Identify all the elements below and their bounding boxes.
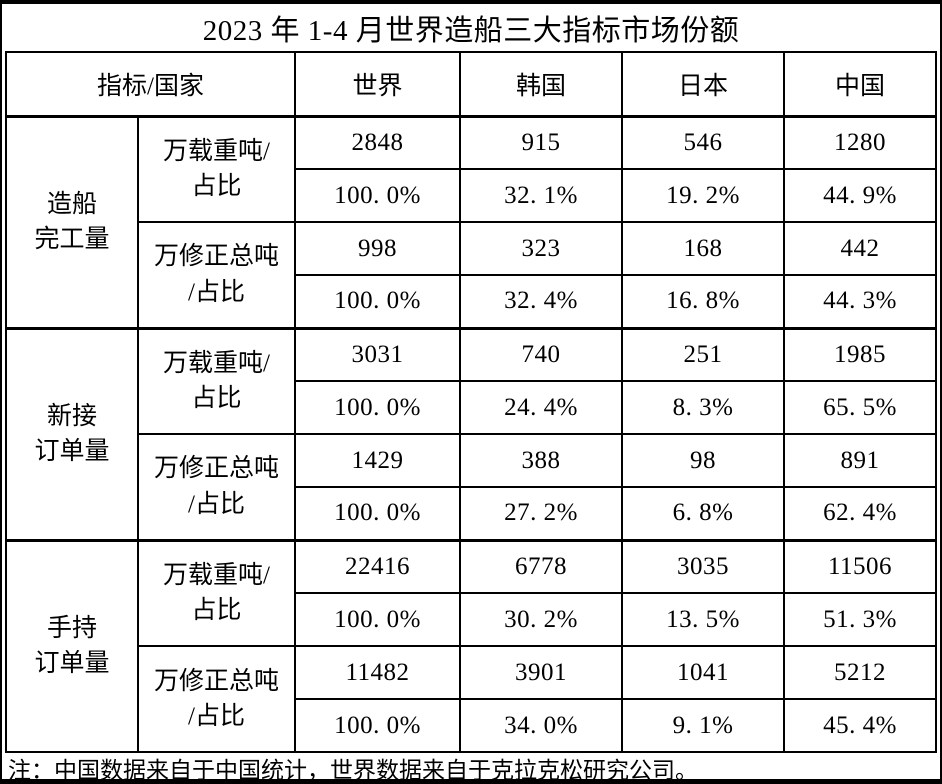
value-cell: 891 [783, 433, 937, 488]
value-cell: 442 [783, 221, 937, 276]
share-cell: 34. 0% [459, 698, 624, 753]
table-row: 100. 0% 34. 0% 9. 1% 45. 4% [6, 698, 937, 753]
table-row: 造船 完工量 万载重吨/ 占比 2848 915 546 1280 [5, 114, 937, 329]
share-cell: 100. 0% [294, 592, 462, 647]
table-row: 万修正总吨 /占比 11482 3901 1041 5212 [6, 645, 937, 753]
share-cell: 32. 4% [459, 274, 624, 329]
value-cell: 2848 [294, 114, 462, 170]
unit-label-dwt: 万载重吨/ 占比 [136, 538, 297, 647]
value-cell: 998 [294, 221, 462, 276]
value-cell: 323 [459, 221, 624, 276]
table-row: 100. 0% 27. 2% 6. 8% 62. 4% [6, 486, 937, 541]
share-cell: 100. 0% [294, 274, 462, 329]
value-cell: 5212 [783, 645, 937, 700]
value-cell: 6778 [459, 538, 624, 594]
share-cell: 65. 5% [783, 380, 937, 435]
value-cell: 251 [621, 326, 786, 382]
share-cell: 100. 0% [294, 380, 462, 435]
table-row: 100. 0% 32. 4% 16. 8% 44. 3% [6, 274, 937, 329]
share-cell: 6. 8% [621, 486, 786, 541]
share-cell: 100. 0% [294, 486, 462, 541]
share-cell: 44. 3% [783, 274, 937, 329]
table-header-row: 指标/国家 世界 韩国 日本 中国 [4, 51, 937, 118]
table-row: 100. 0% 32. 1% 19. 2% 44. 9% [6, 168, 937, 223]
share-cell: 62. 4% [783, 486, 937, 541]
footnote: 注：中国数据来自于中国统计，世界数据来自于克拉克松研究公司。 [8, 758, 698, 783]
value-cell: 11482 [294, 645, 462, 700]
table-container: 指标/国家 世界 韩国 日本 中国 造船 完工量 万载重吨/ 占比 2848 9… [2, 51, 940, 753]
column-header-korea: 韩国 [459, 51, 624, 118]
value-cell: 1429 [294, 433, 462, 488]
share-cell: 19. 2% [621, 168, 786, 223]
table-row: 万修正总吨 /占比 1429 388 98 891 [6, 433, 937, 541]
section-label-completions: 造船 完工量 [5, 114, 139, 329]
value-cell: 915 [459, 114, 624, 170]
share-cell: 32. 1% [459, 168, 624, 223]
share-cell: 24. 4% [459, 380, 624, 435]
value-cell: 3901 [459, 645, 624, 700]
column-header-japan: 日本 [621, 51, 786, 118]
share-cell: 13. 5% [621, 592, 786, 647]
share-cell: 8. 3% [621, 380, 786, 435]
value-cell: 168 [621, 221, 786, 276]
value-cell: 3031 [294, 326, 462, 382]
column-header-world: 世界 [294, 51, 462, 118]
value-cell: 1041 [621, 645, 786, 700]
column-header-china: 中国 [783, 51, 937, 118]
value-cell: 11506 [783, 538, 937, 594]
unit-label-cgt: 万修正总吨 /占比 [136, 221, 297, 329]
value-cell: 1280 [783, 114, 937, 170]
table-row: 100. 0% 30. 2% 13. 5% 51. 3% [6, 592, 937, 647]
table-row: 新接 订单量 万载重吨/ 占比 3031 740 251 1985 [5, 326, 937, 541]
share-cell: 100. 0% [294, 698, 462, 753]
unit-label-cgt: 万修正总吨 /占比 [136, 433, 297, 541]
unit-label-cgt: 万修正总吨 /占比 [136, 645, 297, 753]
value-cell: 98 [621, 433, 786, 488]
indicators-table: 指标/国家 世界 韩国 日本 中国 造船 完工量 万载重吨/ 占比 2848 9… [4, 51, 937, 753]
section-label-order-backlog: 手持 订单量 [5, 538, 139, 753]
share-cell: 30. 2% [459, 592, 624, 647]
value-cell: 546 [621, 114, 786, 170]
share-cell: 100. 0% [294, 168, 462, 223]
share-cell: 51. 3% [783, 592, 937, 647]
share-cell: 45. 4% [783, 698, 937, 753]
value-cell: 740 [459, 326, 624, 382]
table-row: 万修正总吨 /占比 998 323 168 442 [6, 221, 937, 329]
share-cell: 16. 8% [621, 274, 786, 329]
share-cell: 27. 2% [459, 486, 624, 541]
unit-label-dwt: 万载重吨/ 占比 [136, 326, 297, 435]
table-row: 100. 0% 24. 4% 8. 3% 65. 5% [6, 380, 937, 435]
share-cell: 44. 9% [783, 168, 937, 223]
value-cell: 1985 [783, 326, 937, 382]
table-row: 手持 订单量 万载重吨/ 占比 22416 6778 3035 11506 [5, 538, 937, 753]
value-cell: 3035 [621, 538, 786, 594]
share-cell: 9. 1% [621, 698, 786, 753]
page-title: 2023 年 1-4 月世界造船三大指标市场份额 [202, 14, 740, 47]
value-cell: 388 [459, 433, 624, 488]
value-cell: 22416 [294, 538, 462, 594]
corner-header-cell: 指标/国家 [4, 51, 297, 118]
section-label-new-orders: 新接 订单量 [5, 326, 139, 541]
unit-label-dwt: 万载重吨/ 占比 [136, 114, 297, 223]
